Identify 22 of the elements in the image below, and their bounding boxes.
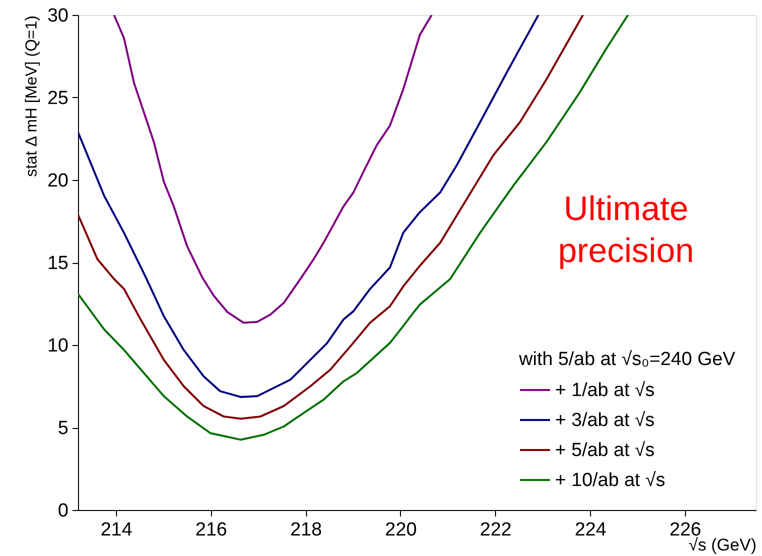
y-tick-label: 10 xyxy=(47,336,68,356)
x-tick-label: 222 xyxy=(480,520,512,540)
legend-label: + 10/ab at √s xyxy=(555,470,666,491)
legend-label: + 5/ab at √s xyxy=(555,440,655,461)
y-tick-label: 15 xyxy=(47,253,68,274)
line-series xyxy=(113,15,433,324)
legend-label: + 1/ab at √s xyxy=(555,380,655,401)
x-tick-label: 218 xyxy=(290,520,322,540)
y-axis-title: stat Δ mH [MeV] (Q=1) xyxy=(23,16,40,177)
legend-label: + 3/ab at √s xyxy=(555,410,655,431)
y-tick-label: 25 xyxy=(47,88,68,109)
x-tick-label: 216 xyxy=(195,520,228,540)
y-tick-label: 5 xyxy=(58,418,68,439)
y-tick-label: 30 xyxy=(47,6,68,26)
y-tick-label: 0 xyxy=(58,500,68,522)
x-tick-label: 224 xyxy=(574,520,607,540)
x-axis-title: √s (GeV) xyxy=(688,536,756,554)
x-tick-label: 214 xyxy=(100,520,133,540)
x-tick-label: 220 xyxy=(385,520,417,540)
y-tick-label: 20 xyxy=(47,170,68,192)
legend-title: with 5/ab at √s₀=240 GeV xyxy=(518,349,736,370)
annotation: Ultimate precision xyxy=(558,190,694,270)
